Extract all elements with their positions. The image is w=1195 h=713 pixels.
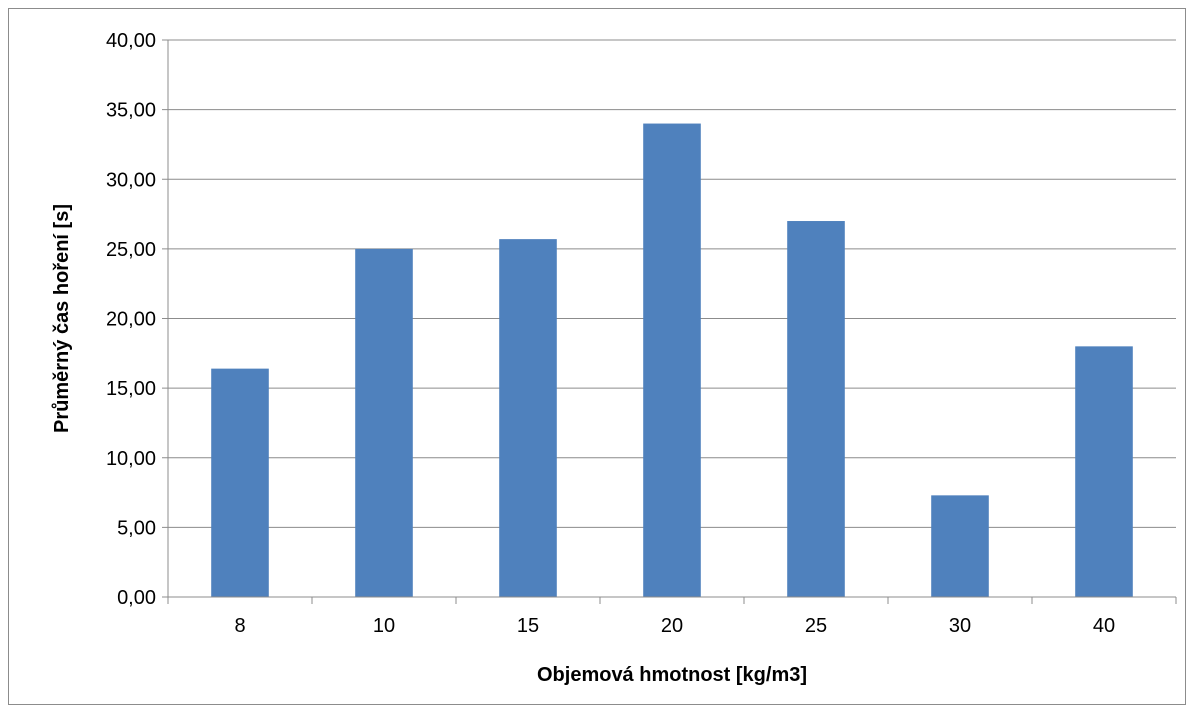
chart-frame <box>8 8 1186 705</box>
bars <box>211 123 1133 598</box>
y-tick-label: 25,00 <box>106 239 156 261</box>
x-axis-title: Objemová hmotnost [kg/m3] <box>537 664 807 686</box>
y-tick-label: 35,00 <box>106 100 156 122</box>
bar <box>499 239 557 597</box>
x-tick-label: 25 <box>805 615 827 637</box>
x-tick-label: 15 <box>517 615 539 637</box>
y-tick-label: 15,00 <box>106 378 156 400</box>
x-tick-label: 30 <box>949 615 971 637</box>
y-tick-label: 0,00 <box>117 587 156 609</box>
x-tick-label: 20 <box>661 615 683 637</box>
axes <box>162 39 1177 604</box>
y-tick-labels: 0,00 5,00 10,00 15,00 20,00 25,00 30,00 35,00 40… <box>106 30 156 609</box>
x-tick-label: 40 <box>1093 615 1115 637</box>
y-tick-label: 20,00 <box>106 309 156 331</box>
y-tick-label: 40,00 <box>106 30 156 52</box>
x-tick-label: 8 <box>234 615 245 637</box>
y-axis-title: Průměrný čas hoření [s] <box>51 204 73 433</box>
bar <box>355 248 413 597</box>
x-tick-labels: 8 10 15 20 25 30 40 <box>234 615 1115 637</box>
bar <box>931 495 989 597</box>
y-tick-label: 10,00 <box>106 448 156 470</box>
bar <box>1075 346 1133 597</box>
bar <box>643 123 701 598</box>
x-tick-label: 10 <box>373 615 395 637</box>
y-tick-label: 30,00 <box>106 169 156 191</box>
y-tick-label: 5,00 <box>117 517 156 539</box>
bar <box>211 368 269 597</box>
bar <box>787 221 845 597</box>
